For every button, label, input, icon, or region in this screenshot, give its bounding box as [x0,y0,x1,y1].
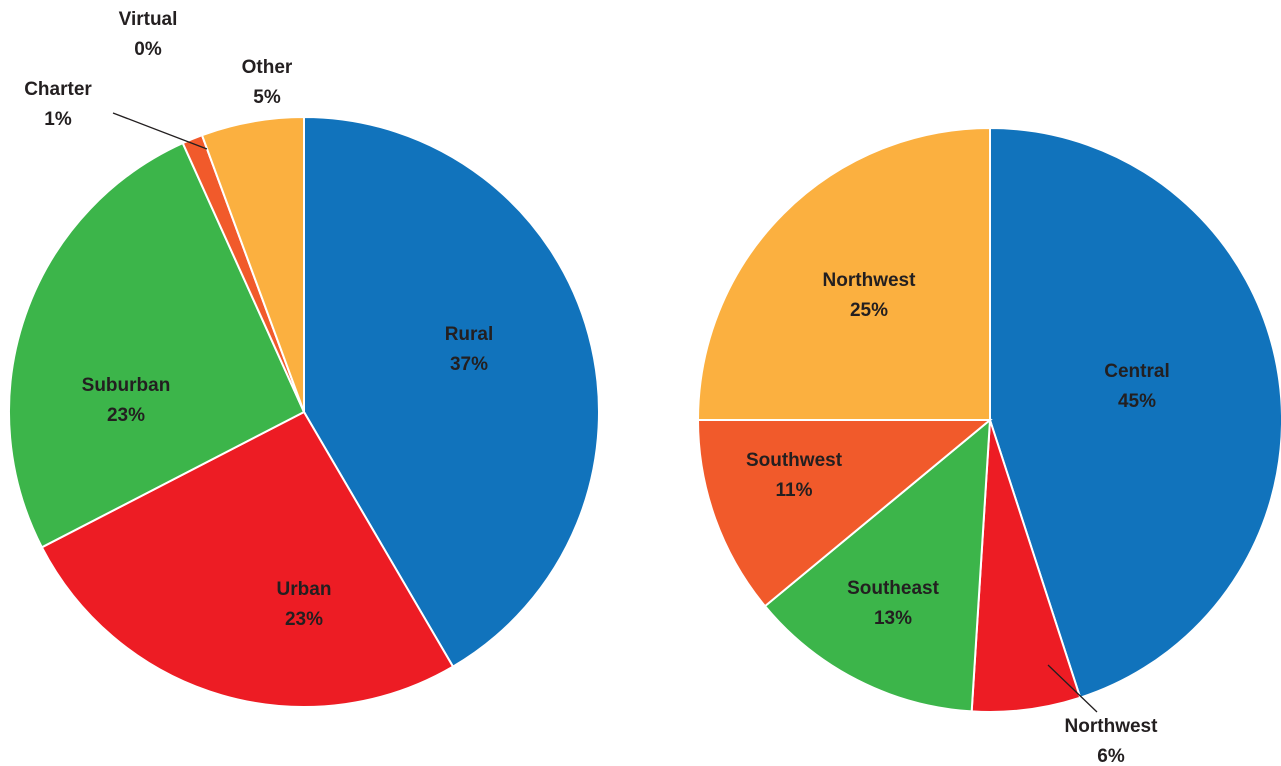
slice-value-label: 13% [874,608,912,629]
slice-label: Northwest [1065,716,1159,737]
slice-label: Charter [24,79,92,100]
leader-line [112,112,208,150]
pie-slice [763,417,992,713]
pie-slice [40,410,455,708]
pie-slice [8,141,306,549]
slice-value-label: 23% [107,405,145,426]
slice-label: Southeast [847,578,940,599]
slice-value-label: 0% [134,39,162,60]
slice-label: Other [242,57,293,78]
slice-value-label: 25% [850,300,888,321]
slice-value-label: 6% [1097,746,1125,766]
slice-value-label: 45% [1118,391,1156,412]
pie-slice [200,115,305,413]
pie-slice [696,419,993,608]
slice-value-label: 1% [44,109,72,130]
slice-value-label: 11% [776,480,813,501]
pie-slice [303,115,600,668]
slice-value-label: 37% [450,354,488,375]
pie-slice [696,126,991,421]
slice-label: Rural [445,324,494,345]
pie-slice [989,126,1281,699]
slice-label: Northwest [823,270,917,291]
slice-label: Urban [277,579,332,600]
slice-label: Southwest [746,450,843,471]
slice-label: Central [1104,361,1169,382]
slice-value-label: 23% [285,609,323,630]
leader-line [1047,664,1098,713]
slice-label: Virtual [119,9,178,30]
slice-value-label: 5% [253,87,281,108]
slice-label: Suburban [82,375,171,396]
